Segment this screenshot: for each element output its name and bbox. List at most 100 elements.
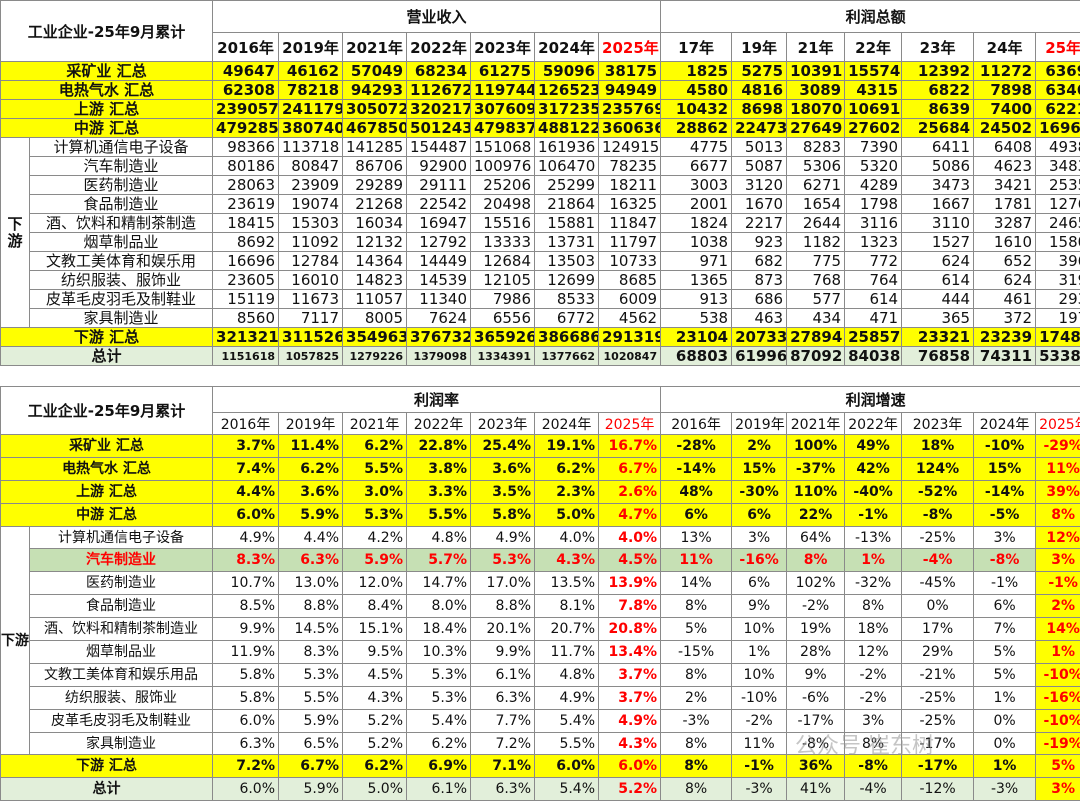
revenue-cell: 46162 (279, 62, 343, 81)
revenue-cell: 94949 (599, 81, 661, 100)
profit-cell: 53387 (1036, 347, 1080, 366)
revenue-cell: 8005 (343, 309, 407, 328)
revenue-cell: 7117 (279, 309, 343, 328)
revenue-cell: 112672 (407, 81, 471, 100)
growth-cell: 3% (1036, 778, 1080, 801)
profit-cell: 10391 (787, 62, 845, 81)
growth-cell: 8% (661, 595, 732, 618)
profit-cell: 1323 (845, 233, 902, 252)
profit-cell: 6822 (902, 81, 974, 100)
row-label: 纺织服装、服饰业 (30, 271, 213, 290)
growth-cell: 0% (974, 709, 1036, 732)
margin-cell: 7.8% (599, 595, 661, 618)
growth-cell: 12% (1036, 526, 1080, 549)
margin-cell: 4.3% (343, 686, 407, 709)
revenue-cell: 1057825 (279, 347, 343, 366)
profit-cell: 461 (974, 290, 1036, 309)
revenue-cell: 307609 (471, 100, 535, 119)
growth-cell: 100% (787, 435, 845, 458)
growth-cell: -10% (732, 686, 787, 709)
revenue-cell: 11797 (599, 233, 661, 252)
profit-cell: 23321 (902, 328, 974, 347)
growth-cell: -16% (732, 549, 787, 572)
profit-cell: 577 (787, 290, 845, 309)
growth-cell: 18% (902, 435, 974, 458)
row-label: 计算机通信电子设备 (30, 138, 213, 157)
profit-cell: 471 (845, 309, 902, 328)
growth-cell: 3% (845, 709, 902, 732)
margin-cell: 5.4% (535, 778, 599, 801)
profit-cell: 12392 (902, 62, 974, 81)
profit-cell: 614 (845, 290, 902, 309)
growth-group-header: 利润增速 (661, 387, 1080, 413)
revenue-cell: 380740 (279, 119, 343, 138)
profit-cell: 1610 (974, 233, 1036, 252)
revenue-cell: 57049 (343, 62, 407, 81)
growth-cell: -17% (902, 732, 974, 755)
margin-cell: 17.0% (471, 572, 535, 595)
year-header: 2023年 (902, 413, 974, 435)
growth-cell: -40% (845, 480, 902, 503)
margin-cell: 7.2% (471, 732, 535, 755)
growth-cell: 1% (1036, 641, 1080, 664)
margin-cell: 5.2% (343, 732, 407, 755)
row-label: 烟草制品业 (30, 641, 213, 664)
margin-cell: 11.9% (213, 641, 279, 664)
margin-cell: 10.3% (407, 641, 471, 664)
profit-cell: 74311 (974, 347, 1036, 366)
revenue-cell: 10733 (599, 252, 661, 271)
revenue-cell: 16034 (343, 214, 407, 233)
profit-cell: 971 (661, 252, 732, 271)
profit-cell: 1038 (661, 233, 732, 252)
year-header: 2021年 (343, 413, 407, 435)
growth-cell: 8% (845, 732, 902, 755)
margin-cell: 3.3% (407, 480, 471, 503)
growth-cell: -1% (1036, 572, 1080, 595)
margin-cell: 8.1% (535, 595, 599, 618)
revenue-cell: 16010 (279, 271, 343, 290)
growth-cell: 41% (787, 778, 845, 801)
margin-cell: 6.0% (213, 709, 279, 732)
margin-cell: 5.3% (471, 549, 535, 572)
margin-cell: 4.5% (599, 549, 661, 572)
margin-cell: 5.3% (407, 686, 471, 709)
margin-cell: 3.8% (407, 457, 471, 480)
profit-cell: 6271 (787, 176, 845, 195)
margin-cell: 6.2% (535, 457, 599, 480)
revenue-cell: 68234 (407, 62, 471, 81)
revenue-cell: 501243 (407, 119, 471, 138)
margin-cell: 7.4% (213, 457, 279, 480)
growth-cell: -2% (732, 709, 787, 732)
margin-cell: 5.5% (279, 686, 343, 709)
revenue-cell: 28063 (213, 176, 279, 195)
revenue-cell: 15303 (279, 214, 343, 233)
margin-cell: 5.2% (343, 709, 407, 732)
margin-cell: 4.9% (471, 526, 535, 549)
growth-cell: 48% (661, 480, 732, 503)
profit-cell: 1365 (661, 271, 732, 290)
profit-cell: 396 (1036, 252, 1080, 271)
revenue-cell: 360636 (599, 119, 661, 138)
profit-cell: 25857 (845, 328, 902, 347)
growth-cell: -13% (845, 526, 902, 549)
margin-cell: 5.9% (279, 709, 343, 732)
margin-cell: 11.4% (279, 435, 343, 458)
margin-cell: 5.5% (343, 457, 407, 480)
margin-cell: 2.6% (599, 480, 661, 503)
revenue-cell: 14364 (343, 252, 407, 271)
row-label: 食品制造业 (30, 195, 213, 214)
growth-cell: 6% (732, 572, 787, 595)
margin-cell: 3.5% (471, 480, 535, 503)
growth-cell: 124% (902, 457, 974, 480)
